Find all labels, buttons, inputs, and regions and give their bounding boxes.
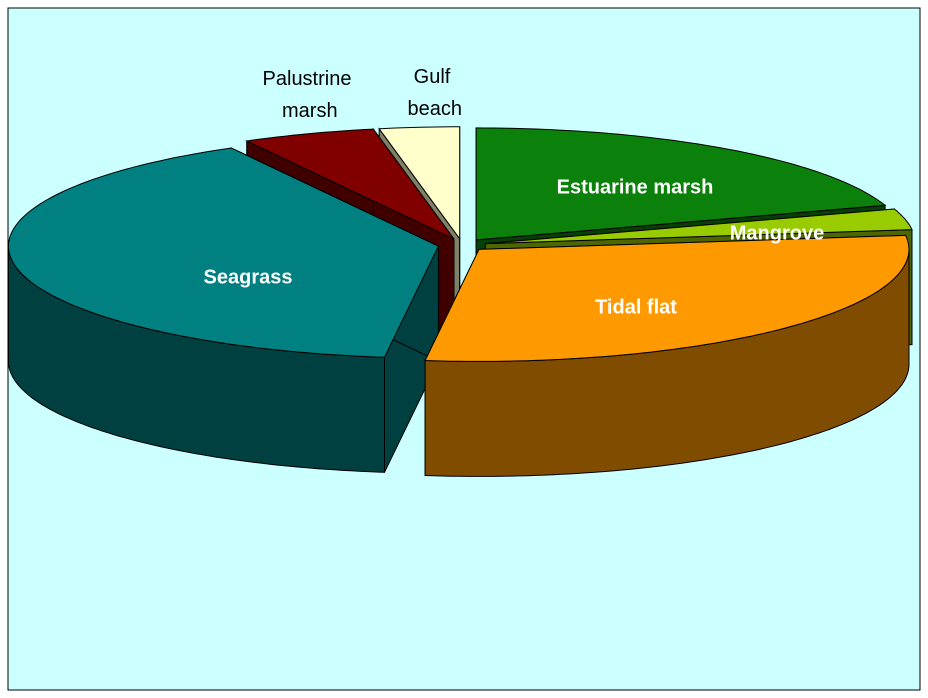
slice-label: Tidal flat (595, 296, 677, 318)
slice (378, 126, 461, 241)
slice-label: Seagrass (204, 266, 293, 288)
slice (244, 128, 455, 240)
slice-label: Estuarine marsh (557, 176, 714, 198)
slice (7, 147, 440, 358)
slice-label: Palustrine marsh (263, 68, 352, 122)
slice (424, 234, 910, 362)
slice (485, 208, 913, 245)
slice-label: Mangrove (730, 222, 824, 244)
slice-label: Gulf beach (402, 66, 462, 120)
slice (475, 127, 887, 241)
